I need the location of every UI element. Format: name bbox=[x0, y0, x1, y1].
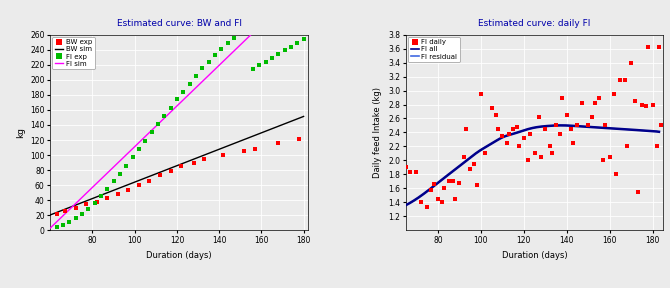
X-axis label: Duration (days): Duration (days) bbox=[502, 251, 567, 259]
Title: Estimated curve: daily FI: Estimated curve: daily FI bbox=[478, 19, 591, 28]
Legend: FI daily, FI all, FI residual: FI daily, FI all, FI residual bbox=[408, 37, 460, 62]
Y-axis label: Daily feed Intake (kg): Daily feed Intake (kg) bbox=[373, 87, 383, 178]
Legend: BW exp, BW sim, FI exp, FI sim: BW exp, BW sim, FI exp, FI sim bbox=[52, 37, 94, 69]
X-axis label: Duration (days): Duration (days) bbox=[146, 251, 212, 259]
Title: Estimated curve: BW and FI: Estimated curve: BW and FI bbox=[117, 19, 242, 28]
Y-axis label: kg: kg bbox=[15, 127, 25, 138]
